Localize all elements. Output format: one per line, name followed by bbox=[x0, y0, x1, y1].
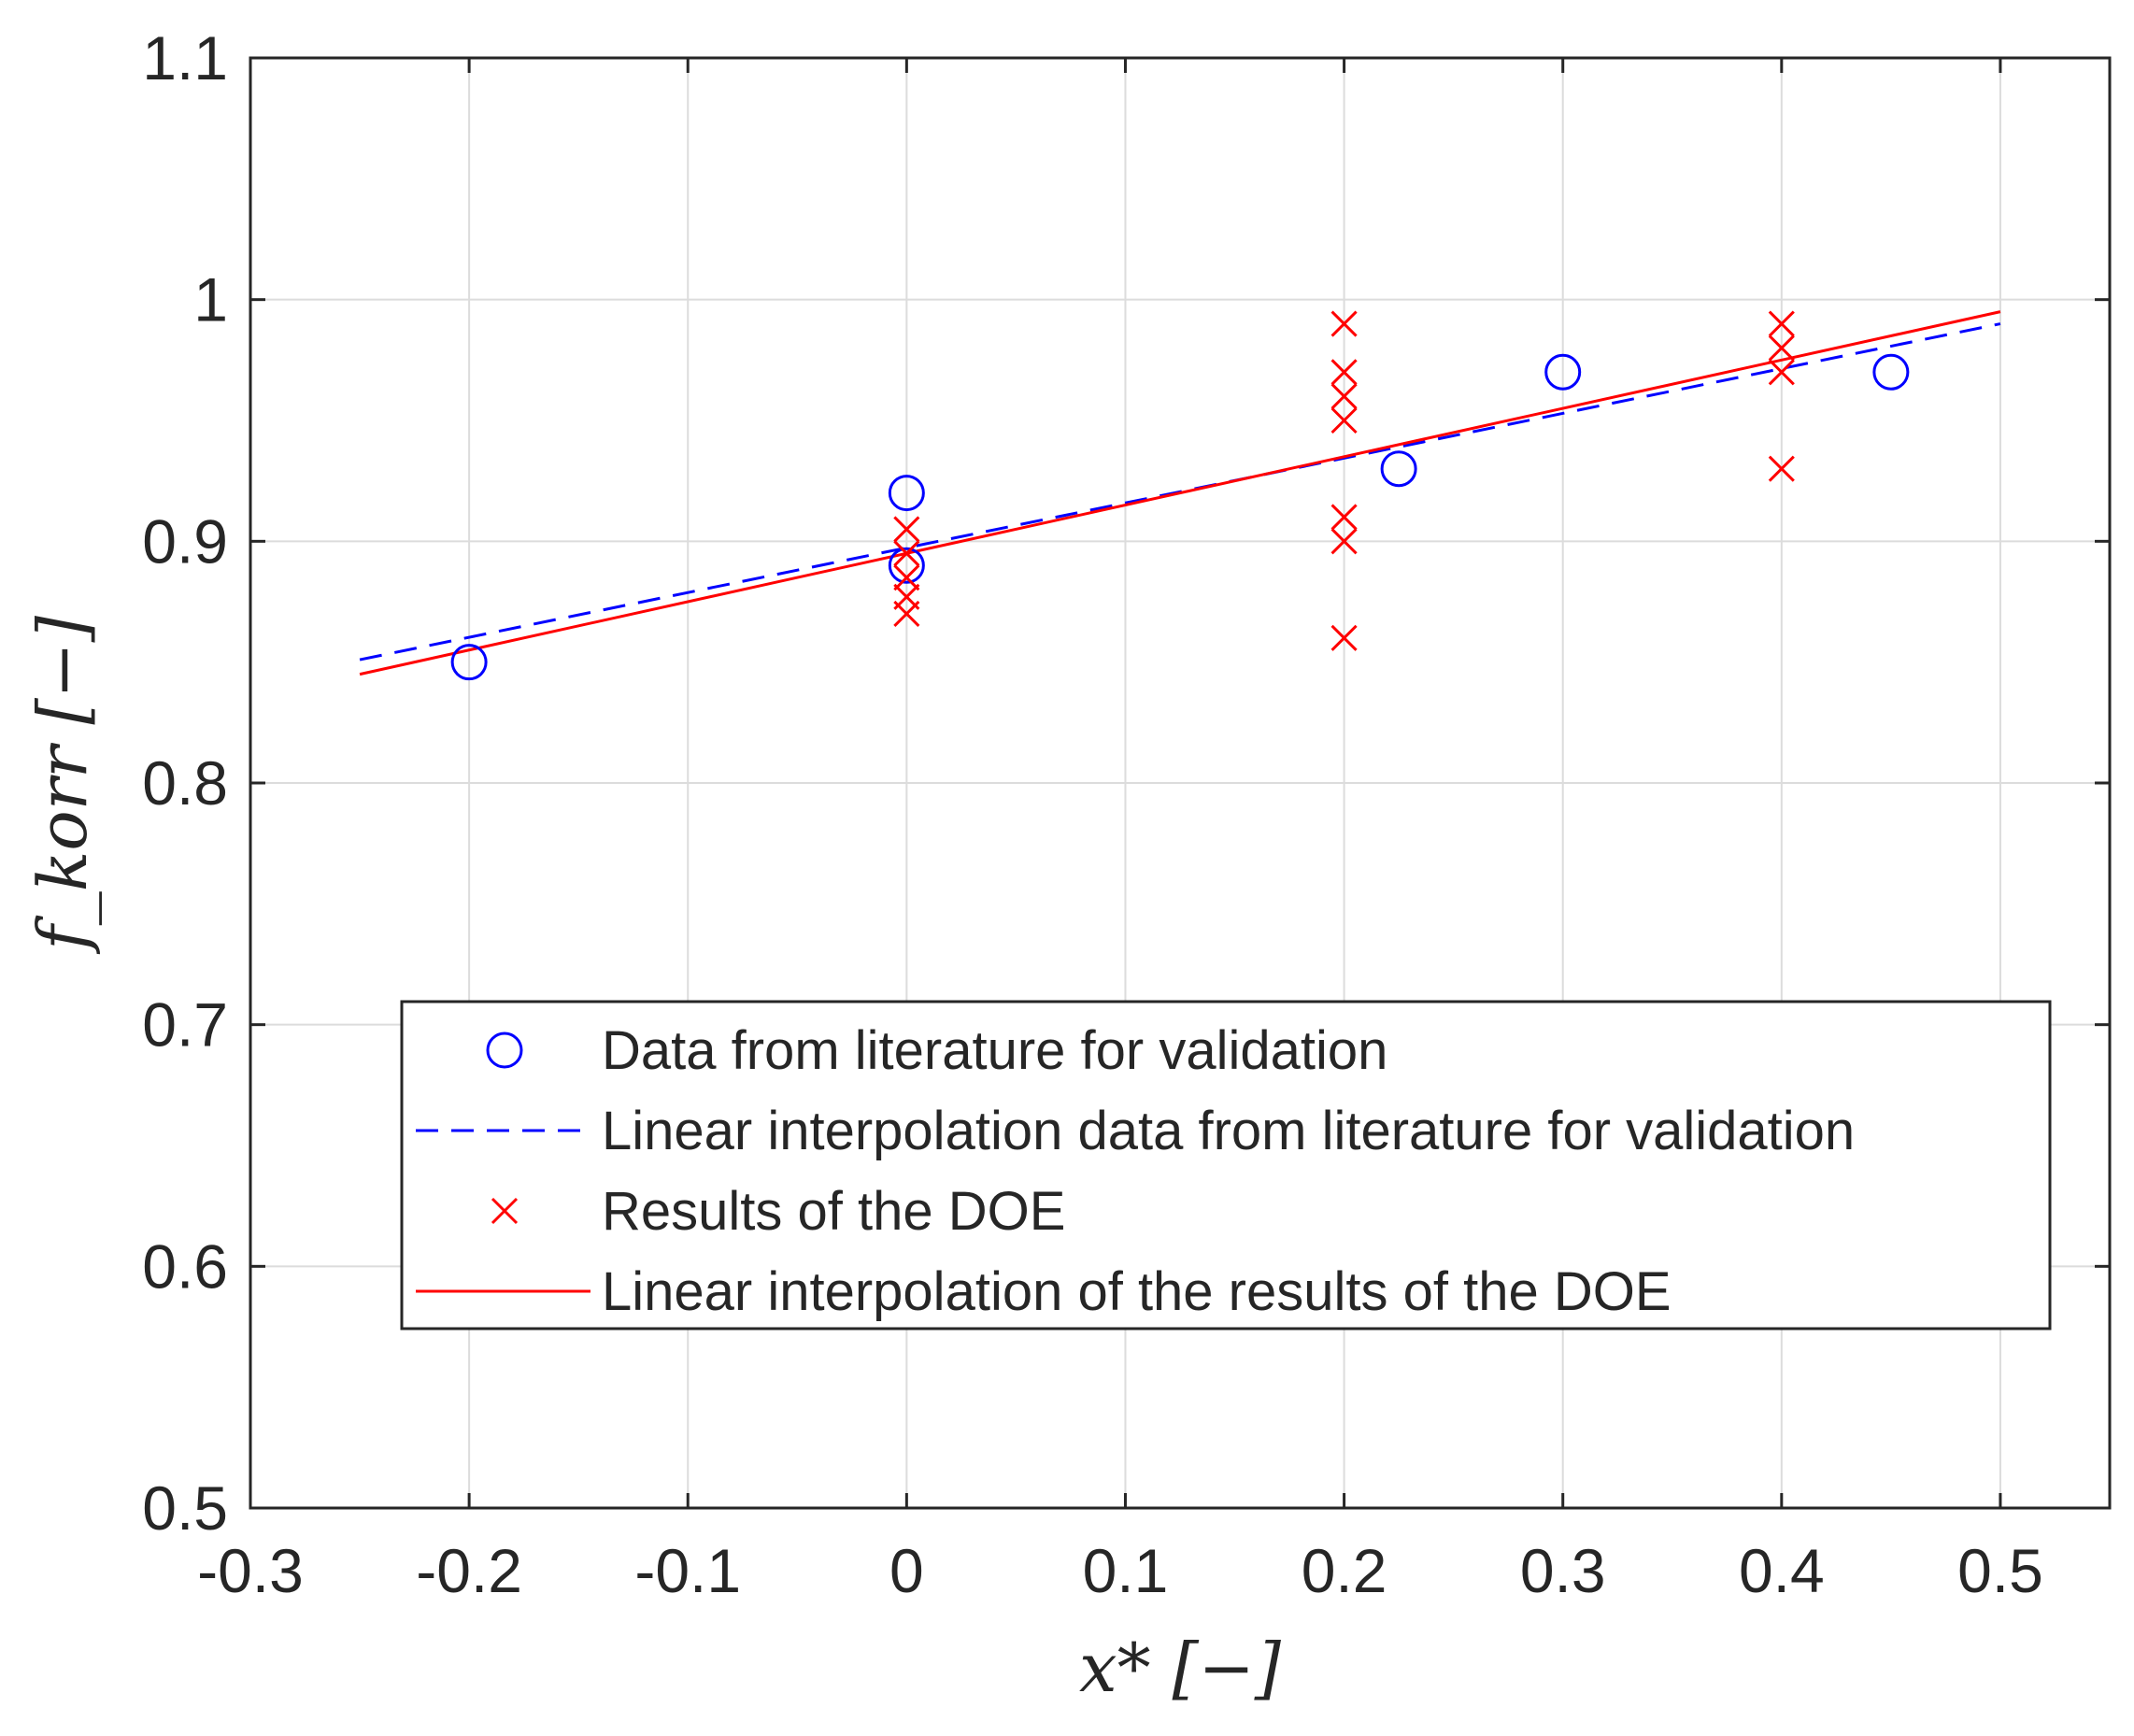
x-stroke bbox=[893, 516, 920, 543]
legend-box bbox=[400, 1000, 2052, 1330]
y-tick-label: 0.9 bbox=[142, 506, 228, 576]
x-stroke bbox=[1330, 624, 1358, 651]
y-axis-label: f_korr [−] bbox=[23, 615, 102, 955]
x-tick-label: -0.3 bbox=[197, 1536, 304, 1605]
x-stroke bbox=[491, 1197, 519, 1225]
x-tick-label: 0.2 bbox=[1302, 1536, 1387, 1605]
data-point-circle bbox=[888, 547, 925, 584]
data-point-circle bbox=[1544, 353, 1582, 391]
y-tick-label: 1.1 bbox=[142, 23, 228, 92]
data-point-x bbox=[1768, 334, 1795, 362]
y-tick-label: 0.7 bbox=[142, 990, 228, 1060]
x-tick-label: -0.1 bbox=[634, 1536, 741, 1605]
x-tick-label: 0.5 bbox=[1957, 1536, 2043, 1605]
x-stroke bbox=[1330, 383, 1358, 410]
data-point-x bbox=[1768, 310, 1795, 337]
data-point-circle bbox=[450, 644, 488, 681]
data-point-x bbox=[1330, 528, 1358, 555]
x-tick-label: 0 bbox=[889, 1536, 924, 1605]
x-tick-label: 0.1 bbox=[1083, 1536, 1169, 1605]
interpolation-line-doe bbox=[359, 310, 2001, 676]
x-tick-label: 0.4 bbox=[1739, 1536, 1825, 1605]
plot-series bbox=[359, 310, 2001, 681]
x-stroke bbox=[893, 540, 920, 567]
legend: Data from literature for validation Line… bbox=[400, 1000, 2052, 1330]
y-tick-label: 0.8 bbox=[142, 748, 228, 818]
x-stroke bbox=[1768, 359, 1795, 386]
x-stroke bbox=[893, 600, 920, 627]
legend-label-literature-interpolation: Linear interpolation data from literatur… bbox=[602, 1101, 1855, 1161]
data-point-x bbox=[893, 516, 920, 543]
data-point-circle bbox=[1380, 450, 1417, 488]
legend-label-literature-data: Data from literature for validation bbox=[602, 1020, 1387, 1081]
data-point-x bbox=[1330, 310, 1358, 337]
legend-symbol-x bbox=[491, 1197, 519, 1225]
data-point-x bbox=[893, 540, 920, 567]
data-point-circle bbox=[486, 1032, 523, 1069]
legend-label-doe-results: Results of the DOE bbox=[602, 1181, 1065, 1242]
x-stroke bbox=[1330, 504, 1358, 531]
y-tick-label: 1 bbox=[193, 265, 228, 334]
x-stroke bbox=[1330, 359, 1358, 386]
x-stroke bbox=[1768, 310, 1795, 337]
data-point-x bbox=[1768, 455, 1795, 482]
data-point-x bbox=[1330, 504, 1358, 531]
legend-label-doe-interpolation: Linear interpolation of the results of t… bbox=[602, 1261, 1672, 1322]
data-point-circle bbox=[1872, 353, 1910, 391]
data-point-circle bbox=[888, 475, 925, 512]
x-stroke bbox=[1330, 310, 1358, 337]
data-point-x bbox=[1330, 359, 1358, 386]
data-point-x bbox=[491, 1197, 519, 1225]
x-tick-label: 0.3 bbox=[1520, 1536, 1606, 1605]
data-point-x bbox=[893, 600, 920, 627]
x-tick-label: -0.2 bbox=[416, 1536, 522, 1605]
axis-ticks: -0.3 -0.2 -0.1 0 0.1 0.2 0.3 0.4 0.5 0.5 0.6 0.7 0.8… bbox=[142, 23, 2110, 1605]
x-stroke bbox=[1330, 528, 1358, 555]
x-stroke bbox=[1330, 406, 1358, 434]
x-stroke bbox=[1768, 334, 1795, 362]
x-stroke bbox=[1768, 455, 1795, 482]
data-point-x bbox=[1768, 359, 1795, 386]
data-point-x bbox=[893, 564, 920, 591]
x-axis-label: x* [−] bbox=[1079, 1629, 1282, 1707]
x-stroke bbox=[893, 564, 920, 591]
data-point-x bbox=[1330, 624, 1358, 651]
data-point-x bbox=[1330, 406, 1358, 434]
legend-symbol-circle bbox=[486, 1032, 523, 1069]
data-point-x bbox=[1330, 383, 1358, 410]
y-tick-label: 0.6 bbox=[142, 1231, 228, 1301]
y-tick-label: 0.5 bbox=[142, 1473, 228, 1543]
